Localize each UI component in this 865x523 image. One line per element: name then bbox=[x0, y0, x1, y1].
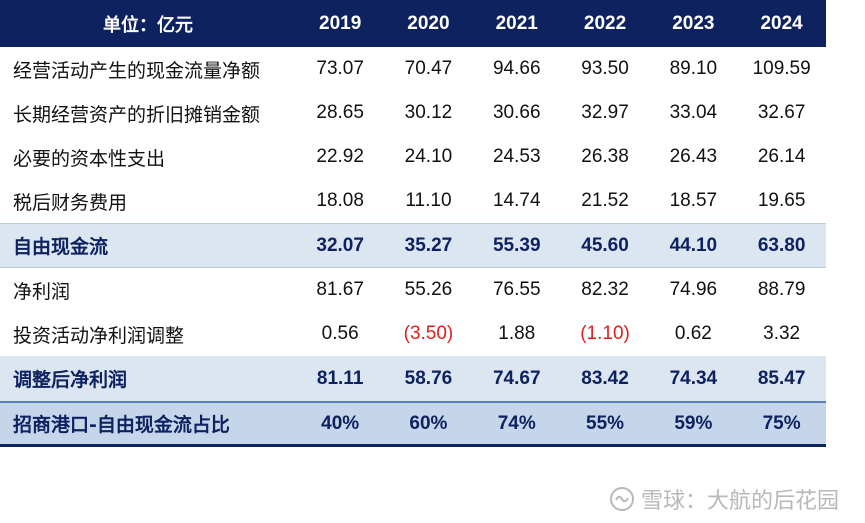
table-cell: 109.59 bbox=[752, 58, 811, 79]
table-row-highlight: 自由现金流 32.07 35.27 55.39 45.60 44.10 63.8… bbox=[0, 223, 826, 268]
table-cell: 30.66 bbox=[492, 102, 541, 123]
table-cell: 74.34 bbox=[669, 367, 718, 389]
table-row-total: 招商港口-自由现金流占比 40% 60% 74% 55% 59% 75% bbox=[0, 401, 826, 447]
table-header-row: 单位：亿元 2019 2020 2021 2022 2023 2024 bbox=[0, 0, 826, 47]
table-cell: 1.88 bbox=[498, 323, 536, 344]
table-cell: 74% bbox=[497, 412, 536, 434]
table-cell: 18.08 bbox=[316, 190, 364, 211]
table-row-highlight: 调整后净利润 81.11 58.76 74.67 83.42 74.34 85.… bbox=[0, 356, 826, 401]
row-label: 税后财务费用 bbox=[13, 191, 128, 214]
table-row: 必要的资本性支出 22.92 24.10 24.53 26.38 26.43 2… bbox=[0, 135, 826, 179]
table-cell: 55.26 bbox=[404, 279, 453, 300]
table-cell: 26.38 bbox=[581, 146, 629, 167]
year-header: 2022 bbox=[583, 12, 627, 34]
table-cell: 33.04 bbox=[669, 102, 718, 123]
snowball-icon bbox=[609, 487, 634, 511]
table-row: 经营活动产生的现金流量净额 73.07 70.47 94.66 93.50 89… bbox=[0, 47, 826, 91]
table-row: 投资活动净利润调整 0.56 (3.50) 1.88 (1.10) 0.62 3… bbox=[0, 312, 826, 356]
row-label: 长期经营资产的折旧摊销金额 bbox=[13, 103, 261, 126]
table-cell: 22.92 bbox=[316, 146, 364, 167]
table-cell: 85.47 bbox=[757, 367, 806, 389]
row-label: 必要的资本性支出 bbox=[13, 147, 166, 170]
row-label: 投资活动净利润调整 bbox=[13, 324, 185, 347]
table-cell: 93.50 bbox=[581, 58, 629, 79]
year-header: 2020 bbox=[407, 12, 450, 34]
table-cell: 74.96 bbox=[669, 279, 718, 300]
year-header: 2019 bbox=[319, 12, 362, 34]
table-cell: 45.60 bbox=[581, 234, 629, 256]
year-header: 2023 bbox=[672, 12, 715, 34]
table-row: 税后财务费用 18.08 11.10 14.74 21.52 18.57 19.… bbox=[0, 179, 826, 223]
table-row: 长期经营资产的折旧摊销金额 28.65 30.12 30.66 32.97 33… bbox=[0, 91, 826, 135]
table-cell: 44.10 bbox=[669, 234, 718, 256]
table-cell: 60% bbox=[409, 412, 448, 434]
table-cell: 55.39 bbox=[492, 234, 541, 256]
table-cell: 0.62 bbox=[674, 323, 712, 344]
table-cell: 74.67 bbox=[492, 367, 541, 389]
table-cell: 83.42 bbox=[581, 367, 629, 389]
table-cell: 89.10 bbox=[669, 58, 718, 79]
table-cell: 24.10 bbox=[404, 146, 453, 167]
negative-cell: (3.50) bbox=[403, 323, 454, 344]
table-cell: 11.10 bbox=[405, 190, 452, 211]
table-cell: 94.66 bbox=[492, 58, 541, 79]
table-cell: 18.57 bbox=[669, 190, 718, 211]
table-cell: 28.65 bbox=[316, 102, 364, 123]
table-cell: 81.67 bbox=[316, 279, 364, 300]
watermark: 雪球：大航的后花园 bbox=[609, 483, 839, 515]
row-label: 经营活动产生的现金流量净额 bbox=[13, 59, 261, 82]
table-cell: 75% bbox=[762, 412, 801, 434]
table-cell: 59% bbox=[674, 412, 713, 434]
table-cell: 82.32 bbox=[581, 279, 629, 300]
table-cell: 21.52 bbox=[581, 190, 629, 211]
unit-label: 单位：亿元 bbox=[103, 14, 193, 36]
table-cell: 32.67 bbox=[757, 102, 806, 123]
table-cell: 30.12 bbox=[404, 102, 453, 123]
table-cell: 32.97 bbox=[581, 102, 629, 123]
table-cell: 88.79 bbox=[757, 279, 806, 300]
table-cell: 19.65 bbox=[757, 190, 806, 211]
negative-cell: (1.10) bbox=[580, 323, 630, 344]
row-label: 招商港口-自由现金流占比 bbox=[13, 414, 230, 436]
row-label: 自由现金流 bbox=[13, 236, 109, 258]
table-cell: 73.07 bbox=[316, 58, 364, 79]
watermark-text: 雪球：大航的后花园 bbox=[640, 489, 839, 514]
table-cell: 3.32 bbox=[763, 323, 801, 344]
table-row: 净利润 81.67 55.26 76.55 82.32 74.96 88.79 bbox=[0, 268, 826, 312]
table-cell: 63.80 bbox=[757, 234, 806, 256]
table-cell: 35.27 bbox=[404, 234, 453, 256]
row-label: 净利润 bbox=[13, 280, 71, 303]
table-cell: 32.07 bbox=[316, 234, 364, 256]
table-cell: 76.55 bbox=[492, 279, 541, 300]
table-cell: 26.43 bbox=[669, 146, 718, 167]
table-cell: 55% bbox=[586, 412, 625, 434]
table-cell: 26.14 bbox=[757, 146, 806, 167]
table-cell: 58.76 bbox=[404, 367, 453, 389]
table-cell: 14.74 bbox=[492, 190, 541, 211]
table-cell: 0.56 bbox=[321, 323, 359, 344]
table-cell: 24.53 bbox=[492, 146, 541, 167]
table-cell: 70.47 bbox=[404, 58, 453, 79]
table-cell: 81.11 bbox=[316, 367, 364, 389]
financial-table: 单位：亿元 2019 2020 2021 2022 2023 2024 经营活动… bbox=[0, 0, 826, 447]
year-header: 2024 bbox=[760, 12, 803, 34]
row-label: 调整后净利润 bbox=[13, 369, 128, 391]
table-cell: 40% bbox=[321, 412, 360, 434]
year-header: 2021 bbox=[495, 12, 538, 34]
